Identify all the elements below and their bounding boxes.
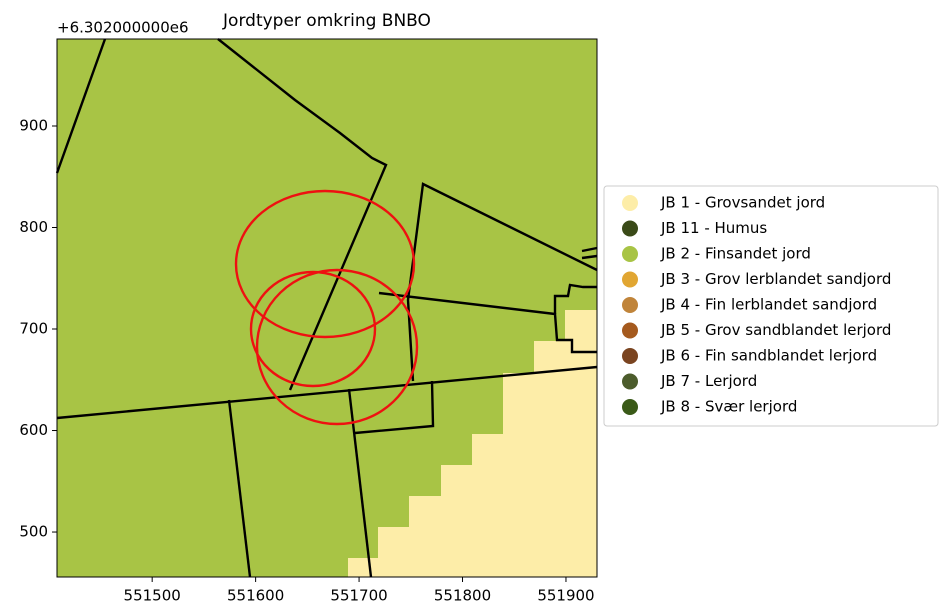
y-tick-label: 500 xyxy=(19,523,48,541)
axes-frame xyxy=(56,38,598,578)
x-tick-label: 551800 xyxy=(434,587,491,605)
y-tick-label: 800 xyxy=(19,218,48,236)
legend-label: JB 11 - Humus xyxy=(660,219,767,237)
legend-marker xyxy=(622,220,638,237)
legend-marker xyxy=(622,297,638,313)
legend-marker xyxy=(622,322,638,339)
legend-label: JB 4 - Fin lerblandet sandjord xyxy=(660,296,877,314)
bnbo-rings xyxy=(234,189,419,426)
soil-area xyxy=(348,310,597,577)
y-tick-label: 700 xyxy=(19,320,48,338)
legend-marker xyxy=(622,195,638,211)
legend-box xyxy=(603,185,939,427)
map-area xyxy=(55,38,598,578)
y-tick-label: 600 xyxy=(19,421,48,439)
x-tick-label: 551500 xyxy=(124,587,181,605)
x-tick-label: 551900 xyxy=(537,587,594,605)
legend-label: JB 2 - Finsandet jord xyxy=(660,245,811,263)
legend-marker xyxy=(622,271,638,288)
parcel-outlines xyxy=(55,38,598,578)
legend-label: JB 7 - Lerjord xyxy=(660,372,757,390)
legend-marker xyxy=(622,246,638,262)
legend-label: JB 8 - Svær lerjord xyxy=(660,398,797,416)
legend-label: JB 3 - Grov lerblandet sandjord xyxy=(660,270,891,288)
legend-label: JB 6 - Fin sandblandet lerjord xyxy=(660,347,877,365)
legend-marker xyxy=(622,399,638,415)
x-tick-label: 551600 xyxy=(227,587,284,605)
y-tick-label: 900 xyxy=(19,116,48,134)
axis-offset: +6.302000000e6 xyxy=(57,19,189,37)
legend-marker xyxy=(622,373,638,390)
legend-label: JB 1 - Grovsandet jord xyxy=(660,194,825,212)
x-tick-label: 551700 xyxy=(330,587,387,605)
legend-label: JB 5 - Grov sandblandet lerjord xyxy=(660,321,891,339)
chart-title: Jordtyper omkring BNBO xyxy=(222,11,431,31)
legend-marker xyxy=(622,348,638,364)
